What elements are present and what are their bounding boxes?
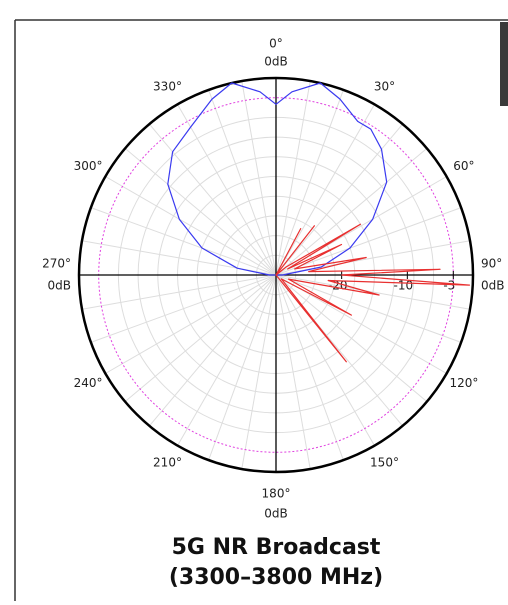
grid-spoke: [275, 207, 462, 276]
theta-tick-label: 180°: [262, 487, 291, 501]
grid-spoke: [275, 104, 375, 276]
grid-spoke: [208, 89, 277, 276]
grid-spoke: [124, 274, 277, 403]
theta-tick-label: 210°: [153, 455, 182, 469]
cardinal-label: 0dB: [481, 279, 504, 293]
theta-tick-label: 330°: [153, 80, 182, 94]
side-bar: [500, 22, 508, 106]
grid-spoke: [275, 274, 471, 310]
theta-tick-label: 60°: [453, 159, 474, 173]
r-tick-label: -10: [394, 279, 414, 293]
grid-spoke: [275, 80, 311, 276]
grid-spoke: [275, 274, 428, 403]
grid-spoke: [177, 274, 277, 446]
grid-spoke: [90, 274, 277, 343]
cardinal-label: 0dB: [264, 507, 287, 521]
grid-spoke: [148, 274, 277, 427]
grid-spoke: [90, 207, 277, 276]
theta-tick-label: 240°: [74, 376, 103, 390]
grid-spoke: [81, 274, 277, 310]
cardinal-label: 0dB: [48, 279, 71, 293]
chart-title: 5G NR Broadcast: [172, 535, 381, 560]
grid-spoke: [148, 123, 277, 276]
grid-spoke: [275, 274, 344, 461]
grid-spoke: [105, 176, 277, 276]
theta-tick-label: 270°: [42, 257, 71, 271]
grid-spoke: [275, 274, 375, 446]
theta-tick-label: 120°: [449, 376, 478, 390]
cardinal-label: 0dB: [264, 55, 287, 69]
grid-spoke: [241, 274, 277, 470]
r-tick-label: -3: [443, 279, 455, 293]
theta-tick-label: 150°: [370, 455, 399, 469]
grid-spoke: [275, 274, 462, 343]
pattern-line: [167, 82, 388, 276]
pattern-line: [275, 223, 471, 363]
theta-tick-label: 90°: [481, 257, 502, 271]
grid-spoke: [105, 274, 277, 374]
grid-spoke: [208, 274, 277, 461]
theta-tick-label: 30°: [374, 80, 395, 94]
grid-spoke: [241, 80, 277, 276]
grid-spoke: [275, 274, 311, 470]
polar-plot: -20 -10 -30°30°60°90°120°150°180°210°240°2…: [42, 37, 504, 521]
outer-circle: [77, 76, 475, 474]
grid-spoke: [275, 147, 428, 276]
theta-tick-label: 300°: [74, 159, 103, 173]
grid-spoke: [124, 147, 277, 276]
grid-spoke: [177, 104, 277, 276]
chart-subtitle: (3300–3800 MHz): [169, 565, 383, 590]
theta-tick-label: 0°: [269, 37, 283, 51]
grid-spoke: [275, 89, 344, 276]
